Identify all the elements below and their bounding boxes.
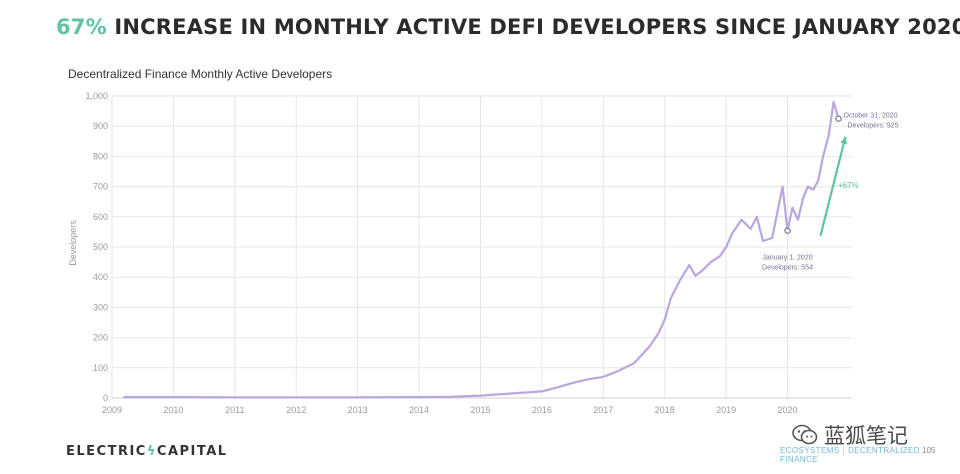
y-tick-label: 900 <box>93 121 108 131</box>
series-line <box>123 100 840 399</box>
x-tick-label: 2012 <box>286 405 306 415</box>
headline-text: INCREASE IN MONTHLY ACTIVE DEFI DEVELOPE… <box>106 15 960 39</box>
x-tick-label: 2014 <box>409 405 429 415</box>
x-tick-label: 2013 <box>348 405 368 415</box>
annotation-label-date: October 31, 2020 <box>843 113 897 120</box>
section-right: DECENTRALIZED FINANCE <box>780 446 920 464</box>
x-tick-label: 2015 <box>470 405 490 415</box>
y-tick-label: 300 <box>93 302 108 312</box>
page-number: 105 <box>922 446 936 455</box>
x-tick-label: 2011 <box>225 405 244 415</box>
chart-title: Decentralized Finance Monthly Active Dev… <box>68 67 333 81</box>
annotation-label-value: Developers: 925 <box>848 123 899 130</box>
annotation-marker <box>784 227 791 234</box>
annotation-marker <box>835 115 842 122</box>
electric-capital-logo: ELECTRICϟCAPITAL <box>66 444 228 459</box>
wechat-icon <box>792 424 818 445</box>
y-tick-label: 800 <box>93 151 108 161</box>
y-tick-label: 500 <box>93 242 108 252</box>
x-tick-label: 2020 <box>778 405 798 415</box>
annotation-label-value: Developers: 554 <box>762 265 813 272</box>
y-tick-label: 200 <box>93 333 108 343</box>
y-tick-label: 1,000 <box>85 91 108 101</box>
growth-arrow-head <box>840 136 848 145</box>
y-tick-label: 600 <box>93 212 108 222</box>
logo-left-text: ELECTRIC <box>66 444 147 459</box>
section-footer: ECOSYSTEMS | DECENTRALIZED FINANCE <box>780 446 960 464</box>
y-tick-label: 0 <box>103 393 108 403</box>
y-tick-label: 400 <box>93 272 108 282</box>
watermark-text: 蓝狐笔记 <box>824 424 908 448</box>
headline: 67% INCREASE IN MONTHLY ACTIVE DEFI DEVE… <box>56 15 960 39</box>
y-tick-label: 700 <box>93 182 108 192</box>
x-tick-label: 2018 <box>655 405 675 415</box>
y-tick-label: 100 <box>93 363 108 373</box>
section-left: ECOSYSTEMS <box>780 446 840 455</box>
growth-arrow-shaft <box>819 136 847 236</box>
x-tick-label: 2017 <box>593 405 613 415</box>
separator: | <box>842 446 846 455</box>
logo-right-text: CAPITAL <box>156 444 228 459</box>
y-axis-label: Developers <box>68 220 78 266</box>
x-tick-label: 2019 <box>716 405 736 415</box>
x-tick-label: 2016 <box>532 405 552 415</box>
x-tick-label: 2010 <box>163 405 183 415</box>
bolt-icon: ϟ <box>146 444 157 459</box>
watermark: 蓝狐笔记 <box>792 420 908 450</box>
x-tick-label: 2009 <box>102 405 122 415</box>
headline-percent: 67% <box>56 15 107 39</box>
growth-label: +67% <box>838 181 859 190</box>
annotation-label-date: January 1, 2020 <box>762 255 812 262</box>
